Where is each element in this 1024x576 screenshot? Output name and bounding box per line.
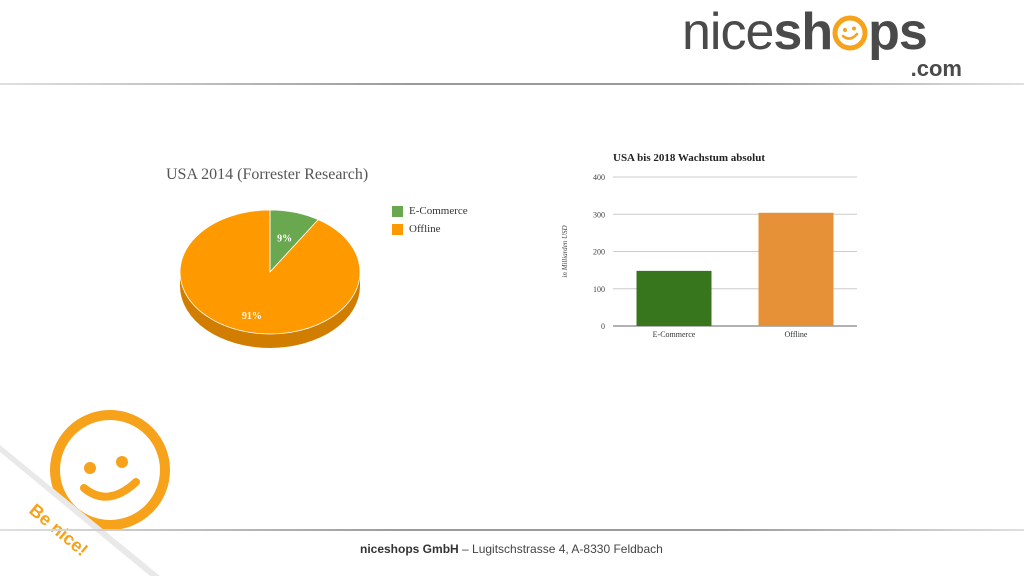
y-tick-label: 400 bbox=[593, 173, 605, 182]
legend-label: E-Commerce bbox=[409, 205, 468, 217]
y-tick-label: 0 bbox=[601, 322, 605, 331]
pie-slice-offline bbox=[179, 209, 361, 335]
logo-text-ps: ps bbox=[868, 3, 928, 61]
footer-address: – Lugitschstrasse 4, A-8330 Feldbach bbox=[458, 542, 663, 556]
legend-label: Offline bbox=[409, 223, 441, 235]
bar-chart-title: USA bis 2018 Wachstum absolut bbox=[613, 152, 766, 164]
bar-offline bbox=[758, 212, 834, 326]
pie-side bbox=[180, 272, 360, 348]
logo-text-sh: sh bbox=[773, 3, 833, 61]
logo-wordmark: nicesh ps bbox=[682, 3, 928, 61]
smiley-icon bbox=[50, 410, 170, 530]
bar-chart: 0 100 200 300 400 in Milliarden USD E-Commerce… bbox=[561, 173, 857, 339]
pie-chart-legend: E-Commerce Offline bbox=[392, 202, 468, 238]
legend-item: Offline bbox=[392, 220, 468, 238]
niceshops-logo: nicesh ps .com bbox=[660, 6, 990, 81]
footer: niceshops GmbH – Lugitschstrasse 4, A-83… bbox=[360, 542, 663, 556]
logo-dotcom: .com bbox=[910, 56, 962, 81]
y-tick-label: 100 bbox=[593, 285, 605, 294]
logo-text-nice: nice bbox=[682, 3, 774, 61]
legend-swatch bbox=[392, 223, 403, 235]
bottom-divider bbox=[0, 529, 1024, 531]
footer-company: niceshops GmbH bbox=[360, 542, 459, 556]
be-nice-badge: Be nice! bbox=[0, 400, 200, 576]
y-tick-label: 300 bbox=[593, 210, 605, 219]
be-nice-graphic: Be nice! bbox=[0, 410, 170, 576]
pie-data-label: 91% bbox=[242, 311, 262, 322]
x-tick-label: Offline bbox=[785, 330, 808, 339]
top-divider bbox=[0, 83, 1024, 85]
legend-swatch bbox=[392, 205, 403, 217]
logo-smiley-o-icon bbox=[832, 15, 868, 51]
y-axis-label: in Milliarden USD bbox=[561, 225, 569, 277]
pie-data-label: 9% bbox=[277, 233, 292, 244]
x-tick-label: E-Commerce bbox=[653, 330, 696, 339]
pie-chart: 9% 91% bbox=[179, 209, 361, 348]
bar-e-commerce bbox=[636, 270, 712, 326]
y-tick-label: 200 bbox=[593, 248, 605, 257]
pie-chart-title: USA 2014 (Forrester Research) bbox=[166, 166, 369, 183]
legend-item: E-Commerce bbox=[392, 202, 468, 220]
